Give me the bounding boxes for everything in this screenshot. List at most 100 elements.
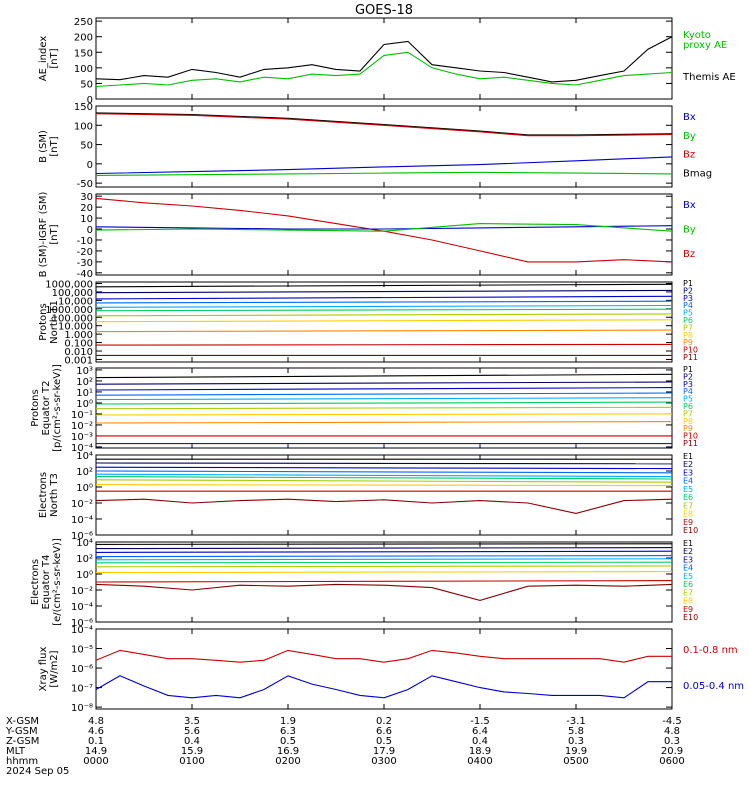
legend-label: E7 [683, 501, 693, 510]
y-tick-label: 30 [80, 192, 93, 203]
x-axis-value: 5.6 [184, 726, 200, 737]
series-line-0-1-0-8-nm [95, 649, 672, 663]
y-tick-label: 50 [80, 141, 93, 152]
y-tick-label: 10⁰ [76, 570, 93, 581]
legend-label: E8 [683, 597, 693, 606]
y-tick-label: 150 [74, 102, 93, 113]
series-line-p8 [95, 413, 673, 416]
y-tick-label: 10¹ [76, 388, 93, 399]
y-tick-label: 100 [74, 121, 93, 132]
y-tick-label: 10⁻³ [71, 432, 93, 443]
series-line-e2 [95, 547, 673, 550]
series-line-p1 [95, 283, 673, 288]
legend-label: 0.05-0.4 nm [683, 681, 744, 692]
legend-label: P4 [683, 301, 693, 310]
series-line-e10 [95, 583, 673, 601]
legend-label: P2 [683, 286, 693, 295]
legend-label: P4 [683, 387, 693, 396]
y-axis-label: North T3 [49, 473, 60, 517]
y-tick-label: 1000,000 [45, 279, 93, 290]
y-tick-label: 10² [76, 377, 93, 388]
x-axis-value: 0.4 [184, 736, 200, 747]
series-line-e8 [95, 484, 673, 487]
series-line-p7 [95, 313, 673, 317]
y-tick-label: 10⁻⁴ [71, 625, 93, 636]
y-tick-label: 10² [76, 467, 93, 478]
x-axis-value: 0.1 [88, 736, 104, 747]
y-tick-label: 100,000 [52, 288, 93, 299]
x-axis-value: 0.5 [376, 736, 392, 747]
series-line-e7 [95, 565, 673, 568]
legend-label: E9 [683, 605, 693, 614]
panel-frame [95, 193, 673, 276]
legend-label: E6 [683, 580, 693, 589]
legend-label: P7 [683, 409, 693, 418]
x-axis-value: 0.4 [472, 736, 488, 747]
x-axis-value: 0100 [179, 756, 204, 767]
series-line-p5 [95, 397, 673, 401]
series-line-e7 [95, 479, 673, 483]
y-tick-label: 10 [80, 214, 93, 225]
series-line-p5 [95, 304, 673, 308]
legend-label: P6 [683, 402, 693, 411]
y-tick-label: -40 [77, 269, 93, 280]
legend-label: P1 [683, 365, 693, 374]
series-line-kyoto-proxy-ae [95, 51, 673, 88]
y-axis-label: Protons [38, 303, 49, 340]
y-tick-label: 10⁻⁴ [71, 443, 93, 454]
x-axis-value: -1.5 [470, 716, 490, 727]
series-line-e9 [95, 580, 673, 583]
series-line-p2 [95, 381, 673, 385]
y-axis-label: [W/m2] [49, 650, 60, 687]
series-line-bz [95, 113, 673, 137]
legend-label: P9 [683, 338, 693, 347]
y-tick-label: -20 [77, 247, 93, 258]
x-axis-value: 17.9 [373, 746, 395, 757]
series-line-e2 [95, 462, 673, 465]
panel-frame [95, 17, 673, 100]
x-axis-value: 0600 [659, 756, 684, 767]
panel-8: 10⁻⁸ 10⁻⁷ 10⁻⁶ 10⁻⁵ 10⁻⁴ Xray flux [W/m2] 0.1-0… [38, 625, 744, 714]
plot-title: GOES-18 [355, 3, 413, 18]
series-line-e6 [95, 476, 673, 480]
panel-2: -50 0 50 100 150 B (SM) [nT] Bx By Bz Bmag [38, 102, 712, 190]
y-tick-label: 10⁻⁸ [71, 703, 93, 714]
y-tick-label: 100.000 [52, 313, 93, 324]
y-tick-label: 10⁻⁶ [71, 664, 93, 675]
legend-label: P3 [683, 380, 693, 389]
legend-label: E5 [683, 485, 693, 494]
y-axis-label: [e/(cm²-s-sr-keV)] [52, 538, 63, 626]
y-tick-label: 10⁻⁴ [71, 515, 93, 526]
x-axis-value: 1.9 [280, 716, 296, 727]
legend-label: P8 [683, 331, 693, 340]
y-tick-label: 0 [87, 95, 93, 106]
legend-label: P10 [683, 346, 698, 355]
x-axis-row-label: X-GSM [6, 716, 39, 727]
series-line-themis-ae [95, 36, 673, 83]
series-line-e8 [95, 571, 673, 574]
legend-label: P6 [683, 316, 693, 325]
y-tick-label: 10.000 [58, 322, 93, 333]
x-axis-value: 0.5 [280, 736, 296, 747]
series-line-e1 [95, 543, 673, 545]
x-axis-value: 0500 [563, 756, 588, 767]
y-axis-label: [nT] [49, 48, 60, 68]
legend-label: Bx [683, 200, 696, 211]
series-line-p2 [95, 289, 673, 294]
series-line-p1 [95, 373, 673, 379]
legend-label: Themis AE [682, 72, 736, 83]
y-axis-label: [p/(cm²-s-sr-keV)] [52, 364, 63, 452]
legend-label: P9 [683, 424, 693, 433]
x-axis-value: 6.4 [472, 726, 488, 737]
y-tick-label: 10⁻⁷ [71, 684, 93, 695]
series-line-bx [95, 156, 673, 175]
legend-label: E4 [683, 477, 693, 486]
legend-label: P11 [683, 353, 698, 362]
y-tick-label: 0 [87, 225, 93, 236]
x-axis-value: 18.9 [469, 746, 491, 757]
